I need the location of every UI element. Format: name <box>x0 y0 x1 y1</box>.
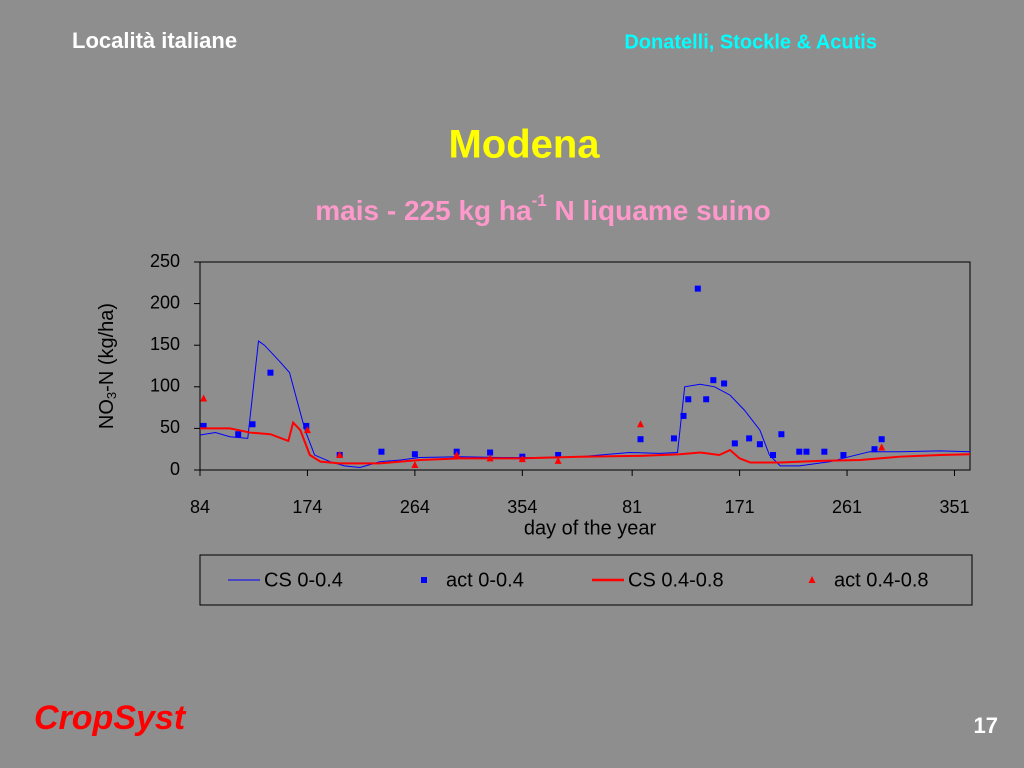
data-point <box>703 396 710 403</box>
data-point <box>878 436 885 443</box>
legend-label: CS 0-0.4 <box>264 569 343 591</box>
data-point <box>411 461 419 469</box>
data-point <box>721 380 728 387</box>
y-axis-label: NO3-N (kg/ha) <box>96 303 119 429</box>
subtitle-sup: -1 <box>532 191 547 210</box>
data-point <box>756 441 763 448</box>
x-tick-label: 174 <box>292 497 322 517</box>
data-point <box>453 451 461 459</box>
data-point <box>378 448 385 455</box>
data-point <box>336 451 344 459</box>
data-point <box>303 422 310 429</box>
logo: CropSyst <box>34 699 187 737</box>
data-point <box>710 377 717 384</box>
y-label-sub: 3 <box>104 392 119 399</box>
data-point <box>487 449 494 456</box>
legend-label: CS 0.4-0.8 <box>628 569 724 591</box>
y-tick-label: 150 <box>150 334 180 354</box>
data-point <box>200 422 207 429</box>
page-number: 17 <box>974 713 998 738</box>
y-tick-label: 50 <box>160 417 180 437</box>
x-axis-label: day of the year <box>524 517 657 539</box>
data-point <box>200 394 208 402</box>
data-point <box>518 455 526 463</box>
series-line <box>200 420 971 465</box>
legend-box <box>199 554 973 606</box>
y-tick-label: 200 <box>150 292 180 312</box>
legend-label: act 0.4-0.8 <box>834 569 929 591</box>
data-point <box>746 435 753 442</box>
data-point <box>694 285 701 292</box>
data-point <box>554 456 562 464</box>
data-point <box>249 421 256 428</box>
y-tick-label: 100 <box>150 376 180 396</box>
y-tick-label: 0 <box>170 459 180 479</box>
y-tick-label: 250 <box>150 251 180 271</box>
header-right: Donatelli, Stockle & Acutis <box>624 31 877 53</box>
x-tick-label: 81 <box>622 497 642 517</box>
plot: 0 50 100 150 200 250 84 174 264 354 81 171 261 351 CS … <box>150 251 971 591</box>
data-point <box>267 369 274 376</box>
data-point <box>878 443 886 451</box>
x-tick-label: 261 <box>832 497 862 517</box>
data-point <box>670 435 677 442</box>
data-point <box>486 454 494 462</box>
data-point <box>303 426 311 434</box>
data-point <box>731 440 738 447</box>
data-point <box>685 396 692 403</box>
data-point <box>871 446 878 453</box>
chart-subtitle: mais - 225 kg ha-1 N liquame suino <box>315 191 771 226</box>
subtitle-text: mais - 225 kg ha <box>315 195 532 226</box>
y-label-text: NO <box>96 399 118 429</box>
data-point <box>821 448 828 455</box>
x-tick-label: 354 <box>507 497 537 517</box>
data-point <box>411 451 418 458</box>
data-point <box>637 436 644 443</box>
subtitle-rest: N liquame suino <box>547 195 771 226</box>
data-point <box>680 412 687 419</box>
legend-label: act 0-0.4 <box>446 569 524 591</box>
x-tick-label: 171 <box>725 497 755 517</box>
data-point <box>796 448 803 455</box>
legend-swatch <box>421 577 427 583</box>
data-point <box>803 448 810 455</box>
data-point <box>770 452 777 459</box>
x-tick-label: 84 <box>190 497 210 517</box>
data-point <box>840 452 847 459</box>
y-label-rest: -N (kg/ha) <box>96 303 118 392</box>
x-tick-label: 264 <box>400 497 430 517</box>
x-tick-label: 351 <box>939 497 969 517</box>
chart-title: Modena <box>448 123 600 167</box>
data-point <box>235 431 242 438</box>
data-point <box>637 420 645 428</box>
header-left: Località italiane <box>72 28 237 53</box>
data-point <box>555 452 562 459</box>
legend-swatch <box>808 576 816 583</box>
plot-frame <box>199 261 971 471</box>
data-point <box>778 431 785 438</box>
